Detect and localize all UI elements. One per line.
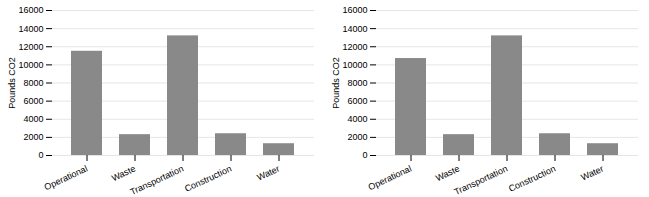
svg-text:Construction: Construction (507, 163, 557, 193)
svg-text:8000: 8000 (347, 78, 367, 88)
svg-text:Waste: Waste (434, 163, 461, 183)
svg-text:Pounds CO2: Pounds CO2 (7, 57, 17, 109)
svg-text:Operational: Operational (43, 163, 89, 192)
svg-text:2000: 2000 (23, 132, 43, 142)
svg-text:16000: 16000 (18, 5, 43, 15)
svg-text:4000: 4000 (347, 114, 367, 124)
svg-text:16000: 16000 (342, 5, 367, 15)
svg-text:14000: 14000 (342, 24, 367, 34)
svg-text:12000: 12000 (342, 42, 367, 52)
svg-text:12000: 12000 (18, 42, 43, 52)
svg-text:Water: Water (579, 163, 605, 182)
svg-text:14000: 14000 (18, 24, 43, 34)
svg-text:2000: 2000 (347, 132, 367, 142)
svg-text:0: 0 (362, 150, 367, 160)
svg-text:6000: 6000 (347, 96, 367, 106)
svg-text:Operational: Operational (367, 163, 413, 192)
svg-text:Pounds CO2: Pounds CO2 (331, 57, 341, 109)
svg-text:10000: 10000 (18, 60, 43, 70)
svg-text:Waste: Waste (110, 163, 137, 183)
svg-text:Water: Water (255, 163, 281, 182)
svg-text:10000: 10000 (342, 60, 367, 70)
svg-text:4000: 4000 (23, 114, 43, 124)
svg-text:Transportation: Transportation (453, 163, 510, 196)
svg-text:Transportation: Transportation (129, 163, 186, 196)
svg-text:Construction: Construction (183, 163, 233, 193)
svg-text:6000: 6000 (23, 96, 43, 106)
svg-text:8000: 8000 (23, 78, 43, 88)
svg-text:0: 0 (38, 150, 43, 160)
